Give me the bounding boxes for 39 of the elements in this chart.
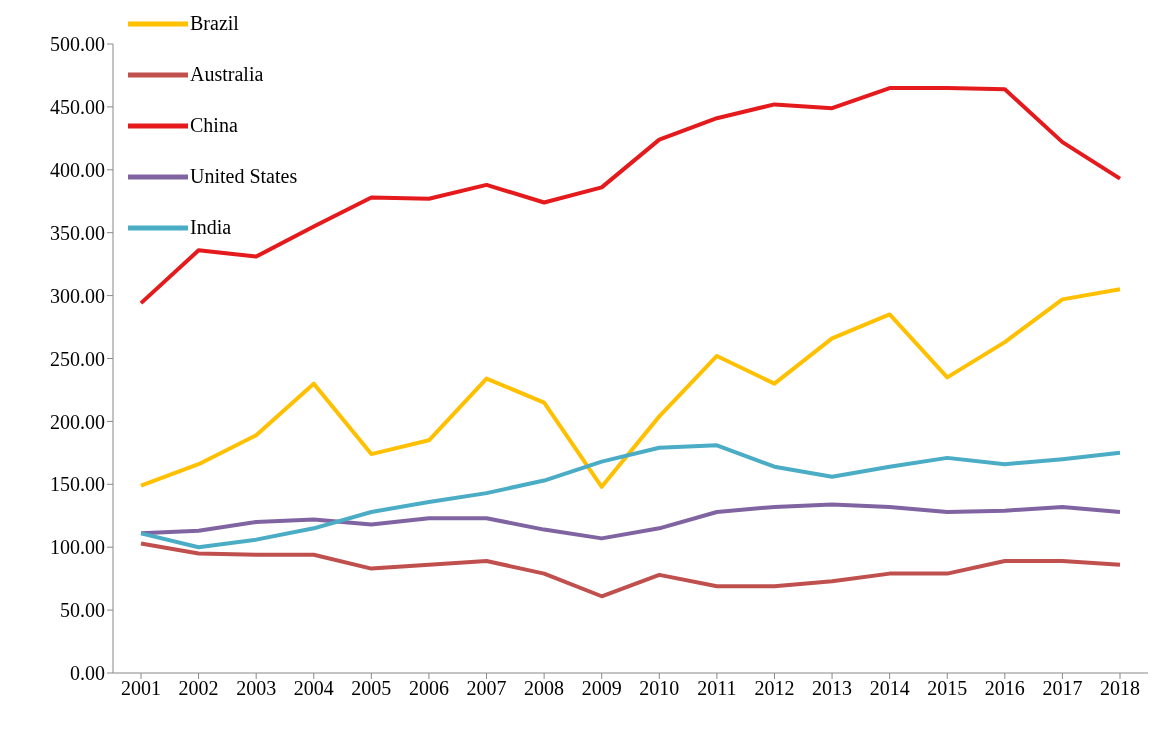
y-tick-label: 300.00 xyxy=(50,284,105,307)
legend-label: Australia xyxy=(190,63,264,86)
y-tick-label: 0.00 xyxy=(70,662,105,685)
y-tick-label: 450.00 xyxy=(50,96,105,118)
x-tick-label: 2005 xyxy=(351,677,392,700)
x-tick-label: 2015 xyxy=(927,677,968,700)
legend-label: United States xyxy=(190,165,298,188)
x-tick-label: 2008 xyxy=(524,677,565,700)
legend-label: Brazil xyxy=(190,12,239,35)
x-tick-label: 2001 xyxy=(121,677,161,700)
x-tick-label: 2014 xyxy=(869,677,910,700)
x-tick-label: 2018 xyxy=(1100,677,1140,700)
x-tick-label: 2009 xyxy=(581,677,622,700)
y-tick-label: 500.00 xyxy=(50,33,105,56)
y-tick-label: 350.00 xyxy=(50,221,105,244)
x-tick-label: 2002 xyxy=(178,677,219,700)
line-series xyxy=(139,502,1122,541)
x-tick-label: 2007 xyxy=(466,677,507,700)
line-series xyxy=(139,287,1122,489)
x-tick-label: 2004 xyxy=(293,677,334,700)
x-tick-label: 2011 xyxy=(697,677,737,700)
x-tick-label: 2017 xyxy=(1042,677,1083,700)
x-tick-label: 2006 xyxy=(408,677,449,700)
line-series xyxy=(139,443,1122,550)
y-tick-label: 250.00 xyxy=(50,347,105,370)
x-tick-label: 2016 xyxy=(984,677,1025,700)
y-tick-label: 200.00 xyxy=(50,410,105,433)
y-tick-label: 50.00 xyxy=(60,599,105,622)
x-tick-label: 2013 xyxy=(812,677,853,700)
y-tick-label: 150.00 xyxy=(50,473,105,496)
x-tick-label: 2010 xyxy=(639,677,680,700)
line-series xyxy=(139,86,1122,306)
legend-label: India xyxy=(190,216,232,239)
legend-label: China xyxy=(190,114,238,137)
x-tick-label: 2003 xyxy=(236,677,277,700)
x-tick-label: 2012 xyxy=(754,677,795,700)
y-tick-label: 100.00 xyxy=(50,536,105,559)
line-series xyxy=(139,541,1122,599)
y-tick-label: 400.00 xyxy=(50,158,105,181)
